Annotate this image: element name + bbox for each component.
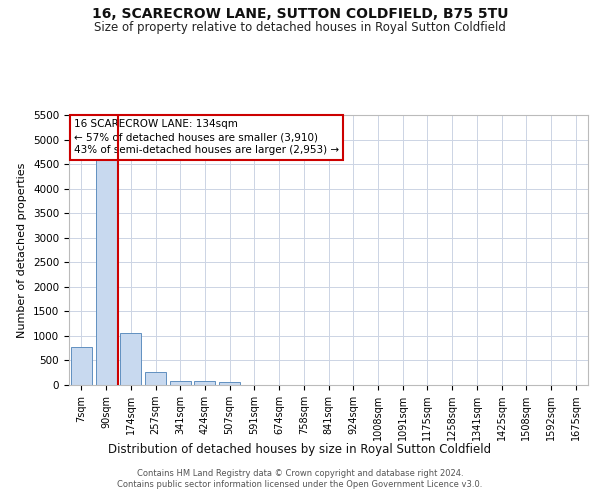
Bar — [120, 333, 141, 385]
Bar — [71, 346, 92, 385]
Text: Distribution of detached houses by size in Royal Sutton Coldfield: Distribution of detached houses by size … — [109, 442, 491, 456]
Bar — [95, 160, 116, 385]
Bar — [219, 382, 240, 385]
Text: Size of property relative to detached houses in Royal Sutton Coldfield: Size of property relative to detached ho… — [94, 21, 506, 34]
Bar — [145, 372, 166, 385]
Text: 16, SCARECROW LANE, SUTTON COLDFIELD, B75 5TU: 16, SCARECROW LANE, SUTTON COLDFIELD, B7… — [92, 8, 508, 22]
Bar — [194, 382, 215, 385]
Bar — [170, 380, 191, 385]
Text: Contains public sector information licensed under the Open Government Licence v3: Contains public sector information licen… — [118, 480, 482, 489]
Y-axis label: Number of detached properties: Number of detached properties — [17, 162, 28, 338]
Text: 16 SCARECROW LANE: 134sqm
← 57% of detached houses are smaller (3,910)
43% of se: 16 SCARECROW LANE: 134sqm ← 57% of detac… — [74, 119, 340, 156]
Text: Contains HM Land Registry data © Crown copyright and database right 2024.: Contains HM Land Registry data © Crown c… — [137, 468, 463, 477]
